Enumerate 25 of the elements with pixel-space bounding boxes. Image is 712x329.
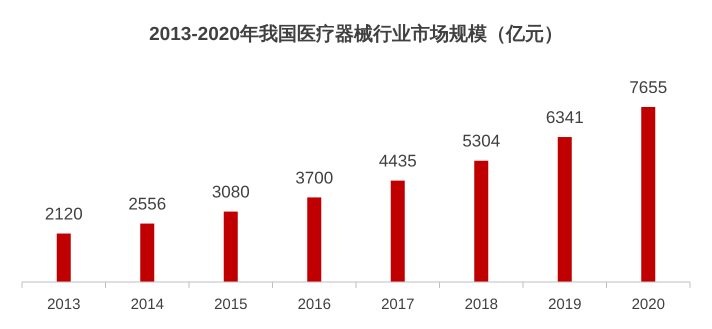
x-tick-label: 2017 xyxy=(381,296,414,313)
x-tick-label: 2015 xyxy=(214,296,248,313)
data-label: 3700 xyxy=(295,168,334,188)
bar xyxy=(390,180,405,282)
x-tick-label: 2016 xyxy=(298,296,331,313)
bar xyxy=(140,224,154,282)
data-label: 6341 xyxy=(546,108,584,128)
bar xyxy=(224,212,238,282)
data-label: 2556 xyxy=(128,194,166,214)
x-tick-label: 2019 xyxy=(548,296,582,313)
x-tick-label: 2018 xyxy=(464,296,498,313)
x-tick-label: 2013 xyxy=(47,296,80,313)
bar xyxy=(474,160,488,282)
data-label: 3080 xyxy=(212,182,250,202)
bar xyxy=(56,234,71,282)
x-tick-label: 2014 xyxy=(130,296,164,313)
bar xyxy=(307,197,322,282)
data-label: 7655 xyxy=(629,78,668,97)
bar xyxy=(558,137,572,282)
data-label: 5304 xyxy=(462,132,500,151)
title: 2013-2020年我国医疗器械行业市场规模（亿元） xyxy=(149,24,563,45)
bar xyxy=(641,107,656,282)
x-tick-label: 2020 xyxy=(632,296,665,313)
data-label: 2120 xyxy=(44,204,83,224)
data-label: 4435 xyxy=(378,152,417,171)
